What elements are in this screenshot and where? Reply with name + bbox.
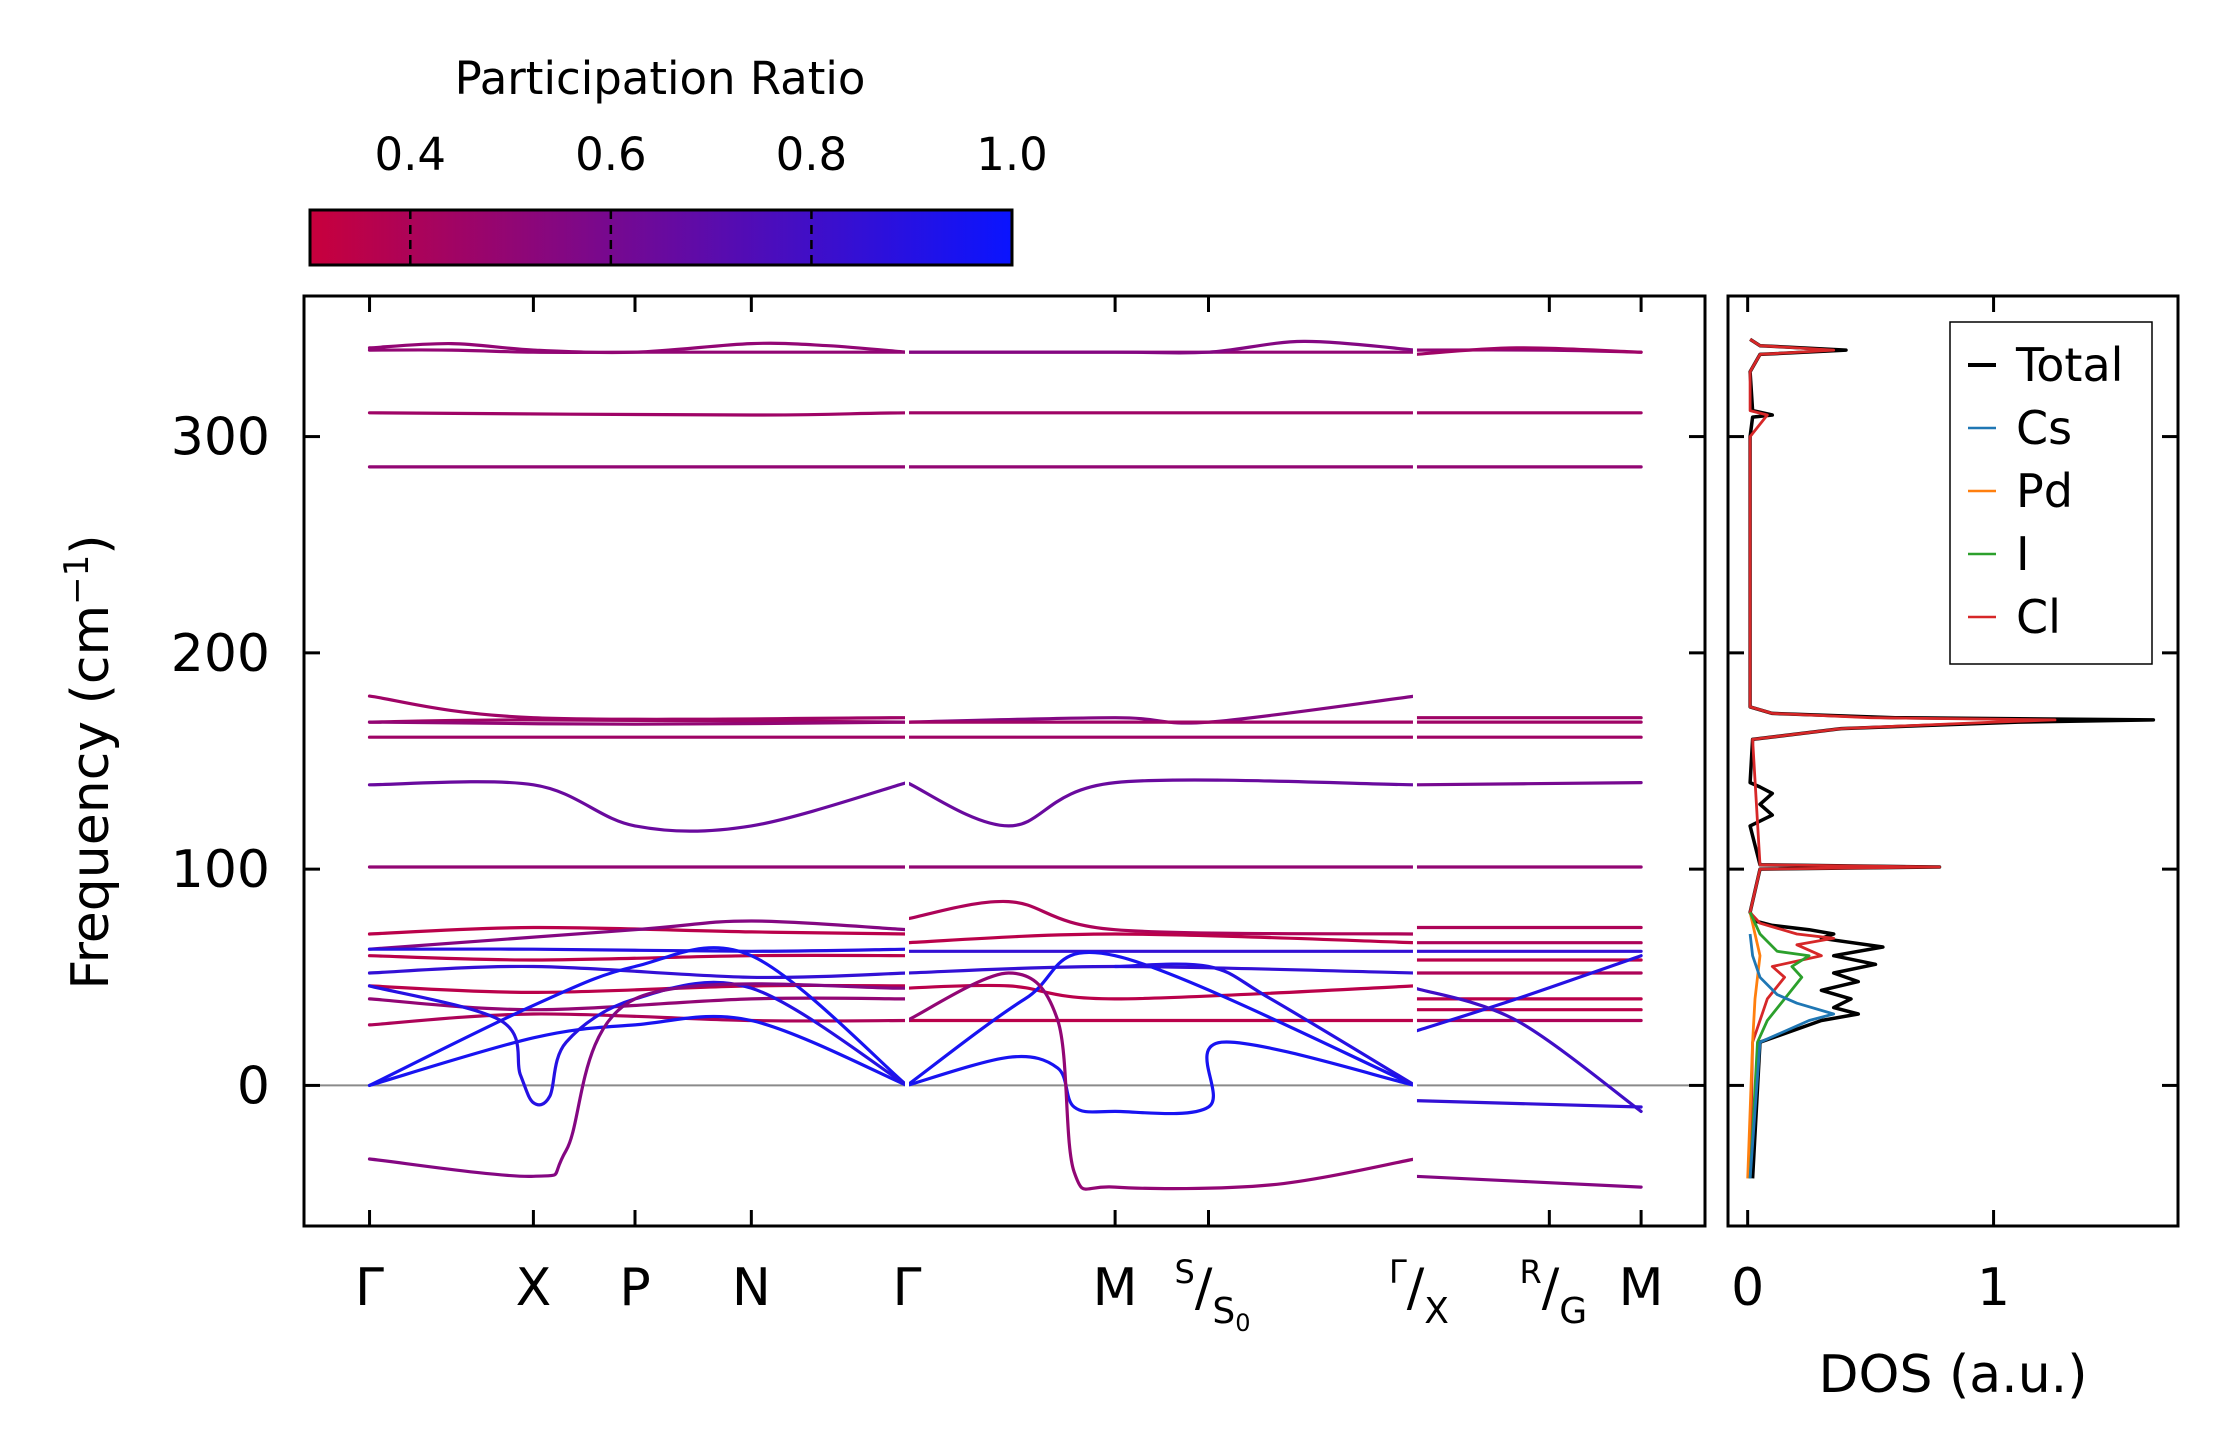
phonon-band — [367, 947, 909, 953]
phonon-band — [1413, 954, 1643, 1033]
phonon-band — [367, 982, 909, 1178]
y-tick-label: 300 — [171, 408, 270, 468]
phonon-band — [367, 919, 909, 951]
band-plot-frame — [302, 294, 1707, 1228]
colorbar: Participation Ratio 0.4 0.6 0.8 1.0 — [308, 52, 1048, 267]
phonon-band — [367, 964, 909, 980]
dos-x-axis-label: DOS (a.u.) — [1819, 1345, 2088, 1405]
phonon-band — [1413, 1174, 1643, 1189]
phonon-band — [905, 1040, 1417, 1116]
k-label-slash: / — [1542, 1258, 1560, 1318]
colorbar-gradient — [308, 208, 1014, 267]
k-label-split: S/S0 — [1175, 1253, 1251, 1337]
legend-label: Cs — [2016, 401, 2072, 455]
y-axis-label: Frequency (cm−1) — [57, 534, 121, 989]
phonon-band — [905, 339, 1417, 355]
colorbar-tick-label: 1.0 — [976, 128, 1048, 181]
k-label-top: R — [1519, 1253, 1541, 1291]
k-label-slash: / — [1407, 1258, 1425, 1318]
dos-legend: Total Cs Pd I Cl — [1949, 321, 2153, 665]
k-label-split: Γ/X — [1389, 1253, 1449, 1332]
phonon-band — [367, 341, 909, 355]
phonon-band — [367, 953, 909, 962]
phonon-band — [905, 950, 1417, 1087]
phonon-band — [367, 694, 909, 721]
phonon-band — [1413, 346, 1643, 356]
phonon-band — [905, 983, 1417, 1001]
colorbar-tick-label: 0.6 — [575, 128, 647, 181]
dos-curves — [1746, 337, 2156, 1179]
k-label: M — [1093, 1258, 1138, 1318]
phonon-band — [1113, 962, 1417, 1087]
phonon-band — [367, 1014, 909, 1087]
dos-x-tick-label: 1 — [1977, 1258, 2010, 1318]
legend-label: Cl — [2016, 590, 2061, 644]
k-label-split: R/G — [1519, 1253, 1587, 1332]
legend-label: Pd — [2016, 464, 2073, 518]
dos-plot-frame — [1726, 294, 2180, 1228]
y-tick-label: 200 — [171, 624, 270, 684]
phonon-band — [1413, 781, 1643, 787]
y-tick-label: 100 — [171, 840, 270, 900]
dos-x-tick-label: 0 — [1731, 1258, 1764, 1318]
k-label-bottom-sub: 0 — [1235, 1309, 1250, 1337]
y-tick-label: 0 — [237, 1056, 270, 1116]
k-label: M — [1619, 1258, 1664, 1318]
colorbar-title: Participation Ratio — [455, 52, 866, 105]
colorbar-ticks: 0.4 0.6 0.8 1.0 — [374, 128, 1048, 265]
phonon-band — [905, 694, 1417, 725]
dos-curve — [1748, 337, 2156, 1179]
k-label: Γ — [355, 1258, 384, 1318]
colorbar-tick-label: 0.4 — [374, 128, 446, 181]
phonon-band — [1413, 1099, 1643, 1109]
phonon-band — [367, 946, 909, 1087]
k-label-top: Γ — [1389, 1253, 1407, 1291]
colorbar-tick-label: 0.8 — [776, 128, 848, 181]
phonon-bands — [367, 339, 1643, 1191]
k-label: N — [732, 1258, 771, 1318]
legend-label: I — [2016, 527, 2030, 581]
phonon-band — [367, 780, 909, 833]
legend-label: Total — [2015, 338, 2123, 392]
dos-curve — [1748, 933, 1836, 1179]
phonon-band — [367, 411, 1643, 417]
k-label: X — [516, 1258, 552, 1318]
phonon-band — [905, 971, 1417, 1191]
k-label-bottom: X — [1424, 1291, 1449, 1332]
k-label-top: S — [1175, 1253, 1195, 1291]
k-label-bottom: G — [1559, 1291, 1587, 1332]
legend-items: Total Cs Pd I Cl — [1968, 338, 2123, 644]
phonon-band — [1413, 986, 1643, 1113]
dos-curve — [1748, 911, 1811, 1179]
legend-box — [1949, 321, 2153, 665]
k-label-bottom: S — [1212, 1291, 1235, 1332]
dos-curve — [1746, 912, 1762, 1179]
k-label: P — [619, 1258, 650, 1318]
phonon-band — [367, 996, 909, 1012]
phonon-band — [367, 720, 909, 726]
phonon-band — [905, 932, 1417, 945]
phonon-band — [367, 980, 909, 1107]
k-label-slash: / — [1195, 1258, 1213, 1318]
phonon-band — [905, 778, 1417, 828]
phonon-band — [905, 899, 1417, 936]
k-label: Γ — [893, 1258, 922, 1318]
